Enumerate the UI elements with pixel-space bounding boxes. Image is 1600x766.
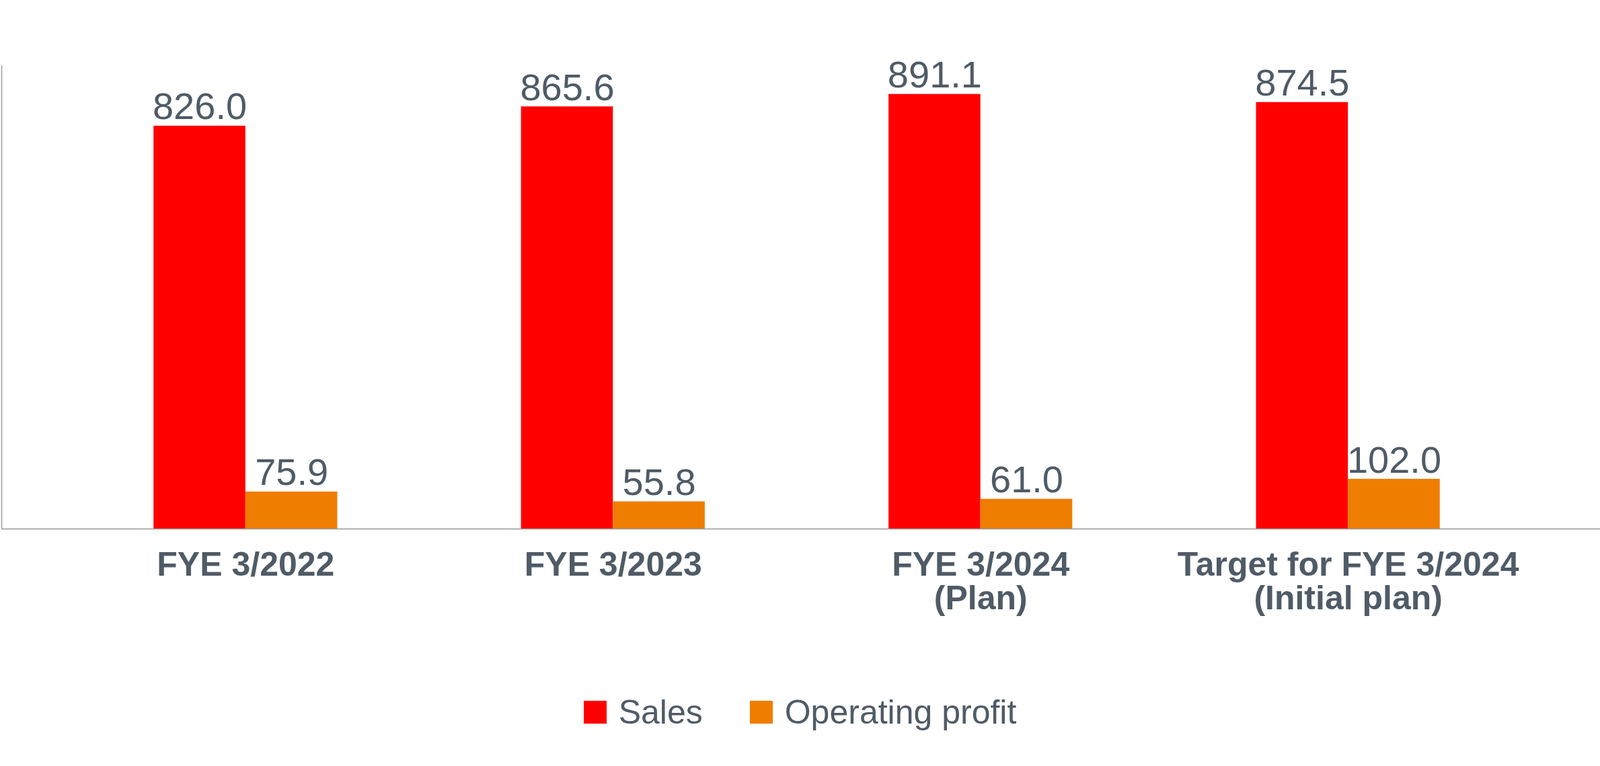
html-text:Sales: Sales xyxy=(618,693,703,732)
svg-text:FYE 3/2023: FYE 3/2023 xyxy=(524,545,703,584)
svg-text:FYE 3/2024(Plan): FYE 3/2024(Plan) xyxy=(891,545,1070,617)
svg-text:FYE 3/2022: FYE 3/2022 xyxy=(156,545,335,584)
svg-text:826.0: 826.0 xyxy=(152,84,247,128)
svg-text:61.0: 61.0 xyxy=(989,458,1064,501)
svg-text:891.1: 891.1 xyxy=(887,53,982,96)
svg-text:874.5: 874.5 xyxy=(1254,61,1350,104)
svg-text:102.0: 102.0 xyxy=(1347,438,1442,481)
svg-text:75.9: 75.9 xyxy=(254,450,329,493)
svg-text:Target for FYE 3/2024(Initial: Target for FYE 3/2024(Initial plan) xyxy=(1177,545,1520,617)
svg-text:55.8: 55.8 xyxy=(622,460,697,504)
html-text:Operating profit: Operating profit xyxy=(784,693,1017,732)
svg-text:865.6: 865.6 xyxy=(519,65,615,109)
